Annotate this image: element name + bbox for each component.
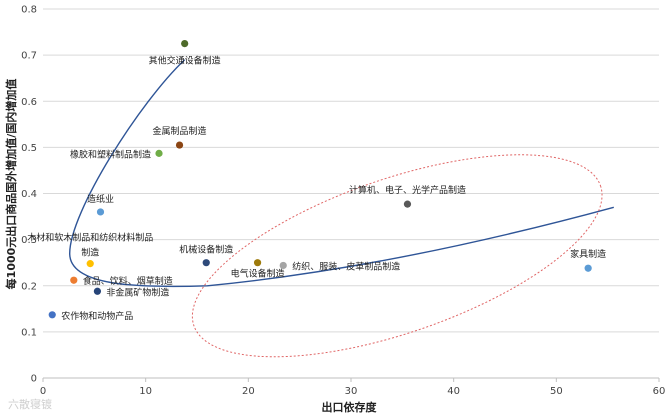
data-point [96, 208, 105, 216]
point-label: 非金属矿物制造 [106, 286, 169, 298]
point-label: 农作物和动物产品 [61, 310, 133, 322]
point-label: 橡胶和塑料制品制造 [70, 148, 151, 160]
data-point [403, 200, 412, 208]
point-label: 纺织、服装、皮革制品制造 [292, 260, 400, 272]
point-label: 家具制造 [570, 248, 606, 260]
y-axis-title: 每1000元出口商品国外增加值/国内增加值 [4, 79, 18, 290]
y-tick-label: 0.5 [21, 143, 37, 154]
point-label: 木材和软木制品和纺织材料制品制造 [27, 232, 153, 259]
data-point [175, 141, 184, 149]
y-tick-label: 0.4 [21, 189, 37, 200]
data-point [155, 149, 163, 157]
data-points [48, 39, 592, 319]
point-label: 计算机、电子、光学产品制造 [349, 184, 466, 196]
highlight-ellipse [191, 154, 603, 358]
data-point [48, 311, 56, 319]
x-tick-label: 0 [40, 386, 46, 397]
y-tick-label: 0.6 [21, 97, 37, 108]
point-label: 电气设备制造 [231, 268, 285, 280]
data-point [70, 276, 78, 284]
watermark: 六散寝镀 [8, 397, 52, 411]
trend-curve [68, 59, 614, 288]
point-label: 造纸业 [87, 193, 114, 205]
x-tick-label: 50 [550, 386, 563, 397]
data-point [181, 39, 189, 48]
data-point [279, 261, 287, 270]
data-point [253, 259, 262, 267]
data-point [86, 260, 94, 268]
point-label: 机械设备制造 [179, 244, 233, 256]
x-tick-label: 30 [345, 386, 358, 397]
y-tick-label: 0.1 [21, 327, 37, 338]
x-tick-label: 60 [653, 386, 666, 397]
y-tick-label: 0.3 [21, 235, 37, 246]
y-tick-label: 0 [31, 374, 37, 385]
annotations [68, 59, 614, 358]
point-label: 食品、饮料、烟草制造 [83, 275, 173, 287]
x-axis-title: 出口依存度 [322, 400, 378, 414]
point-label: 其他交通设备制造 [149, 55, 221, 67]
x-tick-label: 10 [139, 386, 152, 397]
y-tick-label: 0.8 [21, 5, 37, 16]
x-tick-label: 20 [242, 386, 255, 397]
x-tick-label: 40 [447, 386, 460, 397]
y-tick-label: 0.7 [21, 51, 37, 62]
data-point [93, 287, 102, 295]
y-tick-label: 0.2 [21, 281, 37, 292]
axes: 0 0.1 0.2 0.3 0.4 0.5 0.6 0.7 0.8 0 10 20 30 40 50 60 [21, 5, 665, 398]
data-point [202, 259, 210, 267]
data-point [584, 264, 592, 272]
point-label: 金属制品制造 [153, 125, 207, 137]
point-labels: 其他交通设备制造金属制品制造橡胶和塑料制品制造造纸业木材和软木制品和纺织材料制品… [27, 55, 606, 322]
